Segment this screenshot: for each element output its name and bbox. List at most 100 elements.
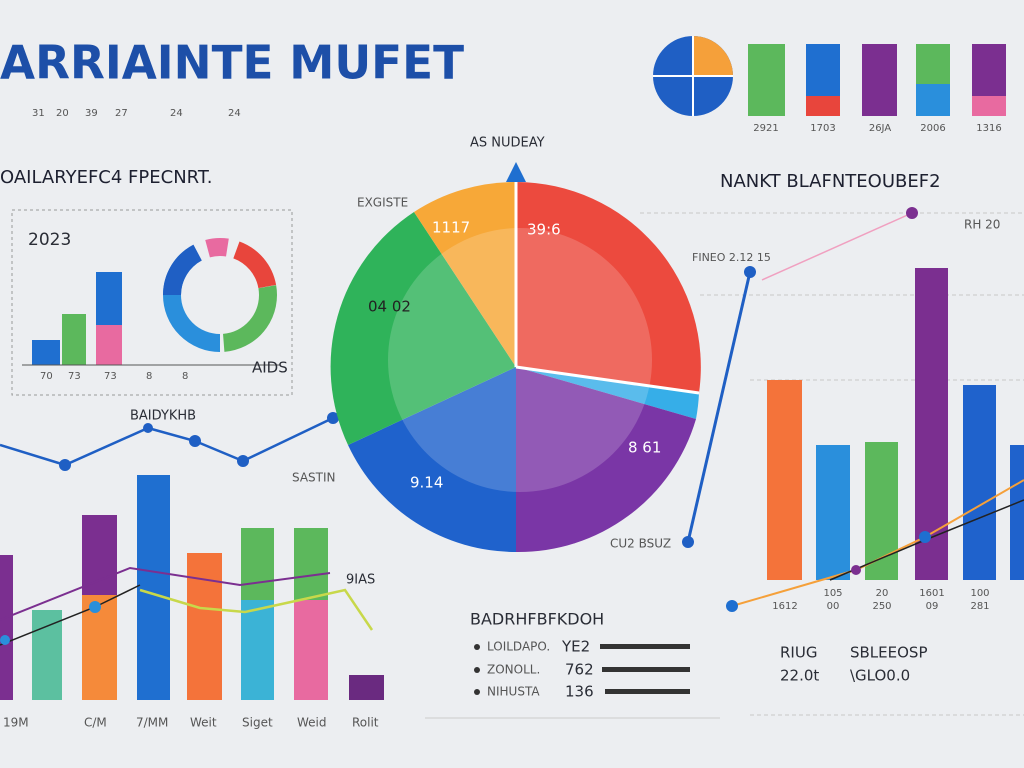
bullet [474,644,480,650]
bar [82,595,117,700]
slice-label: 39:6 [527,221,561,239]
row-bar [600,644,690,649]
slice-label: 1117 [432,219,470,237]
x-label: 20 [876,588,889,599]
legend: RH 20 [964,218,1000,232]
slice-label: 9.14 [410,474,443,492]
pie-slice [414,181,516,367]
line [761,212,913,281]
divider [515,365,700,395]
bar-label: 1316 [976,123,1001,134]
big-pie [330,162,701,553]
x-label: 7/MM [136,716,168,730]
line [0,566,331,621]
row-value: YE2 [561,638,590,656]
pie-slice [348,367,516,553]
point [237,455,249,467]
donut-segment [163,238,277,352]
sub-labels: 31 20 39 27 24 24 [32,108,241,119]
x-label: 100 [970,588,989,599]
bar [963,385,996,580]
x-label: Rolit [352,716,379,730]
sub-label: 20 [56,108,69,119]
bar [294,528,328,600]
highlight [388,228,652,492]
mini-pie [653,36,733,116]
right-x-labels: 1612 105 250 1601 100 00 20 09 281 [772,588,989,612]
point [851,565,861,575]
x-label: Weid [297,716,327,730]
row-bar [605,689,690,694]
bottom-bars [0,475,384,700]
pie-legend: EXGISTE [357,196,408,210]
sub-label: 39 [85,108,98,119]
bottom-x-labels: 19M C/M 7/MM Weit Siget Weid Rolit [3,716,379,730]
bar [767,380,802,580]
x-label: 1612 [772,601,797,612]
x-label: 1601 [919,588,944,599]
bar [865,442,898,580]
pie-slice [516,367,699,419]
sub-label: 24 [228,108,241,119]
line-points [59,412,339,471]
line-label: FINEO 2.12 15 [692,251,771,264]
row-label: ZONOLL. [487,663,540,677]
bar [972,44,1006,96]
pie-slice [330,212,516,445]
x-label: 19M [3,716,29,730]
marker [506,162,526,182]
line [0,416,334,467]
point [919,531,931,543]
pie-slice [516,182,701,393]
x-label: 8 [146,371,152,382]
bar [32,340,60,365]
bar [32,610,62,700]
sub-label: 24 [170,108,183,119]
line [686,271,752,543]
x-label: 00 [827,601,840,612]
line [731,479,1024,607]
row-label: LOILDAPO. [487,640,550,654]
bar [806,44,840,96]
bar [187,553,222,700]
point [189,435,201,447]
bullet [474,667,480,673]
donut [163,238,277,353]
pie-title: AS NUDEAY [470,136,545,151]
x-label: 73 [104,371,117,382]
summary: SBLEEOSP [850,644,928,662]
line-label: BAIDYKHB [130,409,196,424]
bar-label: 2006 [920,123,945,134]
slice-label: 04 02 [368,298,411,316]
x-label: Weit [190,716,217,730]
bar-label: 2921 [753,123,778,134]
bar [241,528,274,600]
bar [748,44,785,116]
point [906,207,918,219]
bar [0,555,13,700]
sub-label: 27 [115,108,128,119]
summary: RIUG [780,644,817,662]
year: 2023 [28,230,71,250]
point [744,266,756,278]
bar [82,515,117,595]
label: SASTIN [292,471,336,485]
bar [62,314,86,365]
x-label: 105 [823,588,842,599]
bar-label: 1703 [810,123,835,134]
note: 9IAS [346,573,375,588]
line [139,588,374,631]
point [59,459,71,471]
summary: 22.0t [780,667,819,685]
bullet [474,689,480,695]
bar [137,475,170,700]
sub-label: 31 [32,108,45,119]
x-label: 8 [182,371,188,382]
list-title: BADRHFBFKDOH [470,610,604,629]
title: ARRIAINTE MUFET [0,36,465,90]
bar [349,675,384,700]
point [89,601,101,613]
x-label: C/M [84,716,107,730]
bar [862,44,897,116]
row-value: 136 [565,683,594,701]
